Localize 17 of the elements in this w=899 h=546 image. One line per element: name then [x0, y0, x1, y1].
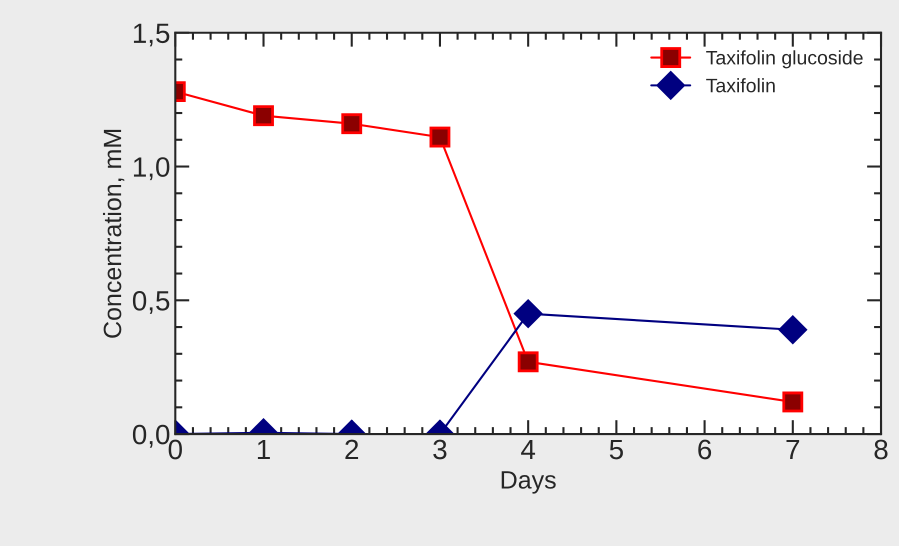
legend-label: Taxifolin glucoside: [706, 50, 863, 68]
y-tick-label: 1,5: [134, 24, 170, 46]
x-tick-label: 7: [786, 440, 800, 460]
y-tick-label: 1,0: [134, 157, 170, 180]
y-tick-label: 0,5: [132, 290, 170, 314]
x-tick-label: 3: [433, 440, 446, 460]
x-tick-label: 0: [168, 440, 182, 460]
x-tick-label: 6: [698, 440, 712, 460]
y-axis-title: Concentration, mM: [102, 130, 124, 338]
legend-label: Taxifolin: [706, 78, 775, 92]
x-axis-title: Days: [502, 471, 556, 494]
x-tick-label: 4: [521, 440, 536, 460]
x-tick-label: 5: [610, 440, 623, 460]
y-tick-label: 0,0: [132, 424, 170, 448]
x-tick-label: 1: [258, 440, 270, 460]
x-tick-label: 2: [345, 440, 358, 460]
x-tick-label: 8: [874, 440, 888, 460]
